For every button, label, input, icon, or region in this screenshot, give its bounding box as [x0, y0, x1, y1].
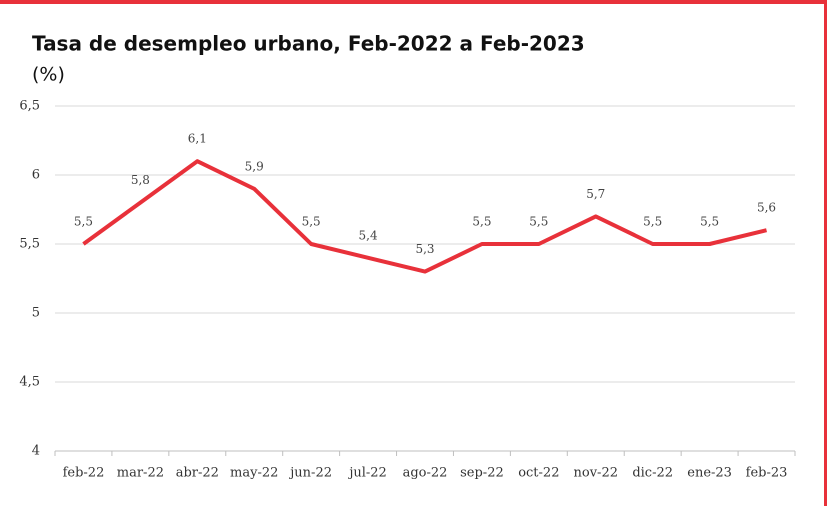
y-tick-label: 5,5	[19, 237, 40, 252]
chart-title: Tasa de desempleo urbano, Feb-2022 a Feb…	[32, 32, 585, 56]
x-tick-label: ago-22	[403, 466, 448, 481]
x-tick-label: dic-22	[632, 466, 673, 481]
value-label: 5,5	[302, 215, 321, 229]
value-label: 5,8	[131, 173, 150, 187]
value-label: 5,5	[472, 215, 491, 229]
value-label: 5,4	[359, 228, 378, 242]
x-tick-label: jul-22	[347, 466, 387, 481]
x-tick-label: may-22	[230, 466, 278, 481]
value-label: 5,5	[74, 215, 93, 229]
x-tick-label: abr-22	[176, 466, 219, 481]
x-tick-label: mar-22	[117, 466, 164, 481]
x-tick-label: jun-22	[288, 466, 332, 481]
y-tick-label: 6,5	[19, 99, 40, 114]
chart-subtitle: (%)	[32, 64, 65, 86]
value-label: 5,9	[245, 159, 264, 173]
value-label: 5,7	[586, 187, 605, 201]
y-tick-label: 4	[32, 444, 40, 459]
x-tick-label: oct-22	[518, 466, 559, 481]
value-label: 5,5	[700, 215, 719, 229]
x-tick-label: feb-23	[746, 466, 788, 481]
value-label: 5,5	[643, 215, 662, 229]
value-label: 5,6	[757, 201, 776, 215]
x-tick-label: nov-22	[574, 466, 618, 481]
y-tick-label: 6	[32, 168, 40, 183]
y-tick-label: 4,5	[19, 375, 40, 390]
value-label: 5,5	[529, 215, 548, 229]
x-tick-label: sep-22	[460, 466, 504, 481]
right-border	[824, 0, 827, 506]
x-tick-label: feb-22	[63, 466, 105, 481]
line	[82, 159, 768, 274]
y-tick-label: 5	[32, 306, 40, 321]
top-bar	[0, 0, 827, 4]
value-label: 5,3	[415, 242, 434, 256]
x-tick-label: ene-23	[687, 466, 732, 481]
value-label: 6,1	[188, 132, 207, 146]
